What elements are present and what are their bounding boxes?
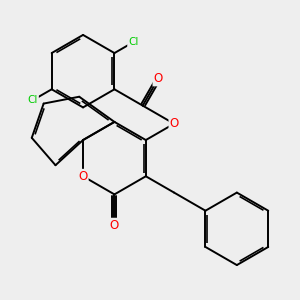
- Text: Cl: Cl: [128, 37, 139, 47]
- Text: O: O: [154, 72, 163, 86]
- Text: O: O: [110, 219, 119, 232]
- Text: O: O: [78, 170, 88, 183]
- Text: Cl: Cl: [28, 95, 38, 105]
- Text: O: O: [169, 117, 179, 130]
